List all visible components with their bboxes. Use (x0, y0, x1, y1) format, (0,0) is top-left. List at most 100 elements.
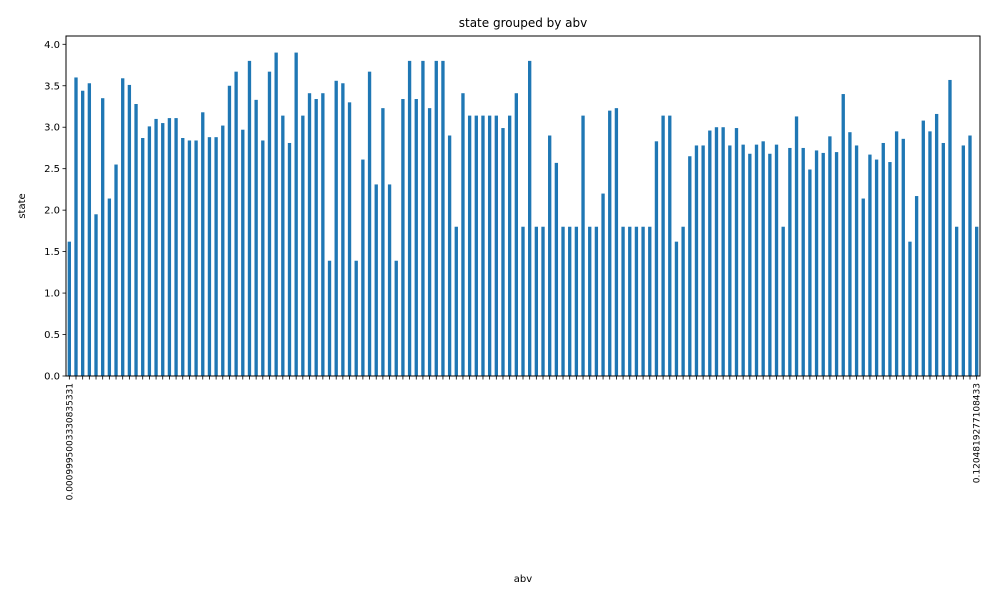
bar (641, 226, 645, 376)
bar (881, 142, 885, 376)
bar (808, 169, 812, 376)
x-tick-label-first: 0.0009995003330835331 (65, 383, 75, 500)
bar (868, 154, 872, 376)
y-axis-label: state (17, 193, 28, 218)
bar (854, 145, 859, 376)
bar (621, 226, 625, 376)
bar (761, 141, 765, 376)
bar (768, 153, 772, 376)
bar (207, 137, 212, 376)
bar (174, 118, 178, 376)
plot-frame (65, 35, 981, 377)
bar (487, 115, 492, 377)
chart-title: state grouped by abv (459, 16, 587, 30)
bar (741, 144, 745, 376)
bar (721, 127, 725, 376)
bar (514, 93, 518, 376)
bar (788, 147, 792, 376)
y-tick-label: 2.5 (44, 164, 60, 175)
bar (694, 145, 699, 376)
x-tick-label-last: 0.1204819277108433 (973, 383, 983, 483)
bar (554, 162, 559, 376)
bar (834, 152, 839, 376)
bar (127, 84, 132, 377)
bar (427, 108, 432, 377)
bar (81, 90, 85, 377)
bar (247, 60, 252, 376)
bar (748, 153, 752, 376)
bar (674, 241, 679, 376)
bar (848, 132, 852, 376)
y-tick-label: 4.0 (44, 40, 60, 51)
bar (661, 115, 665, 377)
bar (561, 226, 565, 376)
bar (267, 71, 272, 376)
bar (934, 113, 939, 376)
bar (794, 116, 799, 376)
bar (414, 99, 418, 377)
bar (574, 226, 579, 376)
bar (361, 159, 365, 376)
bar (114, 164, 118, 376)
bar (87, 83, 92, 376)
bar (921, 120, 925, 377)
bar (67, 241, 72, 376)
bar (894, 131, 899, 376)
bar (181, 138, 185, 376)
bar (648, 226, 652, 376)
bar (367, 71, 372, 376)
bar (774, 144, 779, 376)
bar (421, 60, 425, 376)
bar (588, 226, 592, 376)
bar (301, 115, 305, 377)
bar (281, 115, 285, 377)
bar (381, 108, 385, 377)
bar (474, 115, 478, 377)
bar (327, 260, 332, 376)
bar (234, 71, 238, 376)
bar (314, 99, 318, 377)
bar (968, 135, 972, 376)
x-ticks-group: 0.0009995003330835331 0.1204819277108433 (65, 376, 983, 500)
bar (828, 136, 832, 376)
bar (688, 156, 692, 376)
bar (681, 226, 685, 376)
bar (94, 214, 98, 376)
bar (101, 98, 105, 376)
bar (221, 125, 225, 376)
bar (614, 108, 619, 377)
bar (781, 226, 785, 376)
bar (888, 162, 892, 376)
bar (467, 115, 472, 377)
x-axis-label: abv (514, 574, 532, 585)
y-tick-label: 0.0 (44, 372, 60, 383)
bar (528, 60, 532, 376)
bar (608, 110, 612, 376)
bar (167, 118, 172, 376)
bar (914, 196, 919, 376)
bar (194, 140, 198, 376)
bar (948, 79, 952, 376)
bar (154, 118, 158, 377)
bars-group (67, 52, 979, 377)
bar (374, 184, 378, 376)
bar (814, 150, 819, 376)
bar (387, 184, 392, 376)
y-tick-label: 0.5 (44, 330, 60, 341)
bar (961, 145, 965, 376)
bar (407, 60, 412, 376)
bar (861, 198, 865, 376)
bar (874, 159, 879, 376)
bar (447, 135, 452, 376)
bar (954, 226, 959, 376)
bar (201, 112, 205, 376)
bar (121, 78, 125, 376)
bar (734, 128, 739, 376)
bar (754, 144, 759, 376)
bar (628, 226, 632, 376)
bar (461, 93, 465, 376)
bar (668, 115, 672, 377)
bar (187, 140, 192, 376)
bar (321, 93, 325, 376)
